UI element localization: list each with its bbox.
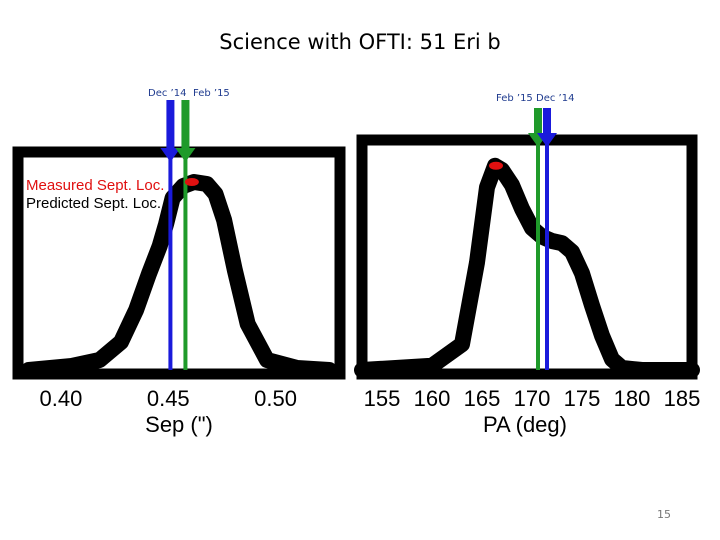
right-x-tick-label: 165 <box>464 386 501 411</box>
right-x-tick-label: 170 <box>514 386 551 411</box>
right-x-ticks: 155 160 165 170 175 180 185 <box>364 386 701 411</box>
right-arrow-dec14 <box>537 108 557 147</box>
page-number: 15 <box>657 508 671 521</box>
slide-title: Science with OFTI: 51 Eri b <box>219 30 501 54</box>
left-x-ticks: 0.40 0.45 0.50 <box>40 386 297 411</box>
left-x-axis-title: Sep (") <box>145 412 213 437</box>
right-x-tick-label: 175 <box>564 386 601 411</box>
left-x-tick-label: 0.50 <box>254 386 297 411</box>
right-x-tick-label: 180 <box>614 386 651 411</box>
right-x-tick-label: 160 <box>414 386 451 411</box>
left-x-tick-label: 0.40 <box>40 386 83 411</box>
legend-predicted: Predicted Sept. Loc. <box>26 195 161 212</box>
left-probability-curve <box>20 174 338 378</box>
left-arrow-dec14 <box>160 100 181 162</box>
right-panel-frame <box>356 134 698 380</box>
right-x-tick-label: 185 <box>664 386 701 411</box>
right-x-tick-label: 155 <box>364 386 401 411</box>
left-x-tick-label: 0.45 <box>147 386 190 411</box>
right-probability-curve <box>354 157 700 378</box>
left-measured-point <box>184 178 199 186</box>
label-right-dec14: Dec ’14 <box>536 93 575 104</box>
right-measured-point <box>489 161 503 170</box>
left-arrow-feb15 <box>175 100 196 162</box>
left-legend: Measured Sept. Loc. Predicted Sept. Loc. <box>26 177 164 212</box>
label-right-feb15: Feb ’15 <box>496 93 533 104</box>
right-x-axis-title: PA (deg) <box>483 412 567 437</box>
right-panel: 155 160 165 170 175 180 185 PA (deg) <box>356 134 701 437</box>
label-left-dec14: Dec ’14 <box>148 88 187 99</box>
label-left-feb15: Feb ’15 <box>193 88 230 99</box>
legend-measured: Measured Sept. Loc. <box>26 177 164 194</box>
